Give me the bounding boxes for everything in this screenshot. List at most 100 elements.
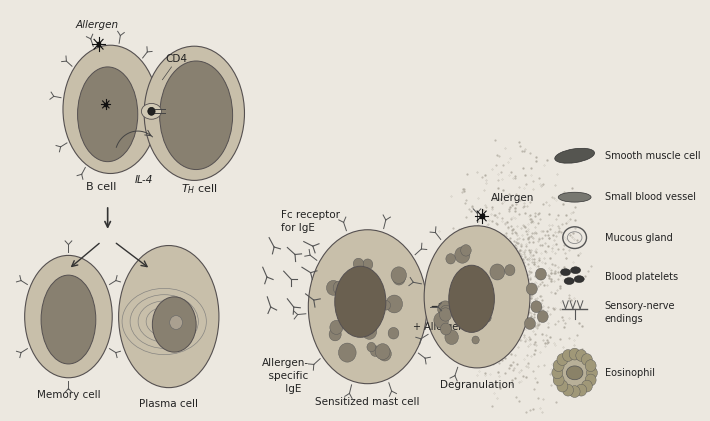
Text: Allergen: Allergen xyxy=(491,193,534,203)
Circle shape xyxy=(576,384,586,396)
Ellipse shape xyxy=(141,104,161,119)
Circle shape xyxy=(386,295,403,313)
Circle shape xyxy=(329,328,342,341)
Bar xyxy=(104,103,107,106)
Circle shape xyxy=(393,272,405,285)
Text: Plasma cell: Plasma cell xyxy=(139,400,198,410)
Ellipse shape xyxy=(571,267,581,274)
Text: Degranulation: Degranulation xyxy=(439,380,514,390)
Ellipse shape xyxy=(144,46,244,181)
Circle shape xyxy=(569,348,580,360)
Circle shape xyxy=(333,281,346,295)
Ellipse shape xyxy=(555,148,594,163)
Circle shape xyxy=(569,386,580,397)
Text: Sensitized mast cell: Sensitized mast cell xyxy=(315,397,420,408)
Ellipse shape xyxy=(308,230,427,384)
Circle shape xyxy=(472,336,479,344)
Circle shape xyxy=(359,322,371,335)
Circle shape xyxy=(586,367,597,379)
Circle shape xyxy=(351,316,362,328)
Circle shape xyxy=(555,351,595,394)
Circle shape xyxy=(585,374,596,386)
Circle shape xyxy=(461,245,471,256)
Bar xyxy=(97,42,100,46)
Ellipse shape xyxy=(160,61,233,170)
Circle shape xyxy=(376,344,390,360)
Ellipse shape xyxy=(63,45,158,173)
Circle shape xyxy=(557,380,568,392)
Ellipse shape xyxy=(424,226,530,368)
Ellipse shape xyxy=(564,277,574,285)
Circle shape xyxy=(562,384,574,396)
Text: Allergen: Allergen xyxy=(76,20,119,30)
Circle shape xyxy=(553,360,564,372)
Text: ..: .. xyxy=(273,371,280,381)
Text: Mucous gland: Mucous gland xyxy=(605,233,672,242)
Circle shape xyxy=(336,292,348,305)
Circle shape xyxy=(367,342,376,352)
Circle shape xyxy=(437,301,453,317)
Circle shape xyxy=(585,360,596,372)
Circle shape xyxy=(490,264,505,280)
Ellipse shape xyxy=(558,192,591,202)
Circle shape xyxy=(352,298,364,311)
Circle shape xyxy=(363,259,373,270)
Circle shape xyxy=(367,278,379,291)
Circle shape xyxy=(461,299,476,314)
Text: Smooth muscle cell: Smooth muscle cell xyxy=(605,151,700,161)
Text: specific: specific xyxy=(263,371,309,381)
Circle shape xyxy=(463,309,473,319)
Circle shape xyxy=(382,301,390,310)
Text: Memory cell: Memory cell xyxy=(37,389,100,400)
Text: IL-4: IL-4 xyxy=(135,176,153,186)
Circle shape xyxy=(388,328,399,339)
Circle shape xyxy=(581,380,592,392)
Circle shape xyxy=(553,374,564,386)
Circle shape xyxy=(552,367,563,379)
Circle shape xyxy=(354,292,368,307)
Text: Eosinophil: Eosinophil xyxy=(605,368,655,378)
Circle shape xyxy=(362,323,377,339)
Circle shape xyxy=(581,354,592,365)
Circle shape xyxy=(170,316,182,329)
Circle shape xyxy=(526,283,537,295)
Circle shape xyxy=(378,347,391,361)
Circle shape xyxy=(466,299,481,315)
Circle shape xyxy=(359,271,371,285)
Circle shape xyxy=(525,317,535,329)
Circle shape xyxy=(440,305,452,318)
Circle shape xyxy=(454,288,463,298)
Circle shape xyxy=(445,330,459,344)
Text: Small blood vessel: Small blood vessel xyxy=(605,192,696,202)
Ellipse shape xyxy=(449,265,494,332)
Text: + Allergen: + Allergen xyxy=(413,322,464,331)
Ellipse shape xyxy=(119,245,219,388)
Circle shape xyxy=(557,354,568,365)
Ellipse shape xyxy=(25,256,112,378)
Circle shape xyxy=(452,297,464,310)
Circle shape xyxy=(440,323,452,335)
Circle shape xyxy=(505,264,515,276)
Text: IgE: IgE xyxy=(269,384,302,394)
Circle shape xyxy=(354,258,364,269)
Circle shape xyxy=(148,107,155,115)
Circle shape xyxy=(434,312,449,328)
Text: Fc receptor
for IgE: Fc receptor for IgE xyxy=(281,210,340,233)
Text: B cell: B cell xyxy=(86,182,116,192)
Circle shape xyxy=(455,247,470,263)
Text: $T_H$ cell: $T_H$ cell xyxy=(180,182,217,196)
Circle shape xyxy=(371,346,381,357)
Circle shape xyxy=(359,316,376,333)
Circle shape xyxy=(327,280,340,295)
Ellipse shape xyxy=(41,275,96,364)
Circle shape xyxy=(366,294,373,302)
Ellipse shape xyxy=(335,266,386,337)
Circle shape xyxy=(339,343,356,362)
Text: Allergen-: Allergen- xyxy=(262,358,309,368)
Circle shape xyxy=(330,320,343,334)
Text: Blood platelets: Blood platelets xyxy=(605,272,678,282)
Circle shape xyxy=(535,268,547,280)
Ellipse shape xyxy=(77,67,138,162)
Circle shape xyxy=(446,254,455,264)
Text: Sensory-nerve
endings: Sensory-nerve endings xyxy=(605,301,675,324)
